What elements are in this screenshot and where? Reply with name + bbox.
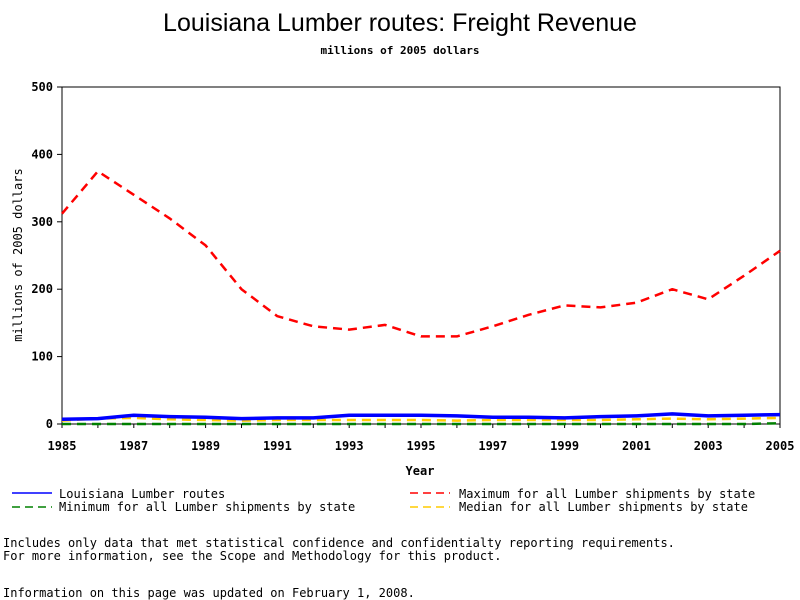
y-tick-label: 0 [46,417,53,431]
y-tick-label: 300 [31,215,53,229]
x-tick-label: 1991 [263,439,292,453]
x-tick-label: 2005 [766,439,795,453]
note-confidence: Includes only data that met statistical … [3,536,675,550]
chart-subtitle: millions of 2005 dollars [321,44,480,57]
x-axis-label: Year [406,464,435,478]
y-tick-label: 500 [31,80,53,94]
y-tick-label: 400 [31,147,53,161]
plot-area-frame [61,86,781,425]
x-tick-label: 1987 [119,439,148,453]
legend-label-median: Median for all Lumber shipments by state [459,500,748,514]
y-axis: 0 100 200 300 400 500 [31,80,62,431]
note-methodology: For more information, see the Scope and … [3,549,502,563]
y-axis-label: millions of 2005 dollars [11,168,25,341]
x-tick-label: 1989 [191,439,220,453]
legend-label-louisiana: Louisiana Lumber routes [59,487,225,501]
series-line-maximum [61,170,781,338]
y-tick-label: 100 [31,350,53,364]
legend: Louisiana Lumber routes Maximum for all … [12,487,755,514]
legend-label-maximum: Maximum for all Lumber shipments by stat… [459,487,755,501]
y-tick-label: 200 [31,282,53,296]
x-tick-label: 1997 [478,439,507,453]
legend-label-minimum: Minimum for all Lumber shipments by stat… [59,500,355,514]
x-tick-label: 2001 [622,439,651,453]
x-axis: 1985 1987 1989 1991 1993 1995 1997 1999 2001 2003… [48,424,795,453]
x-tick-label: 1995 [407,439,436,453]
x-tick-label: 1993 [335,439,364,453]
series-group [61,170,781,426]
note-updated: Information on this page was updated on … [3,586,415,600]
x-tick-label: 1999 [550,439,579,453]
chart-title: Louisiana Lumber routes: Freight Revenue [163,9,637,37]
series-line-louisiana [61,412,781,422]
x-tick-label: 2003 [694,439,723,453]
x-tick-label: 1985 [48,439,77,453]
